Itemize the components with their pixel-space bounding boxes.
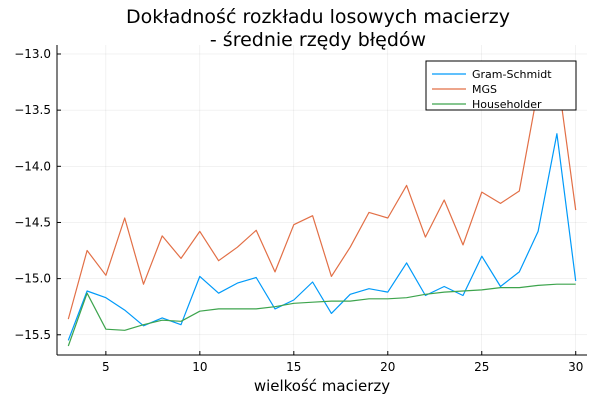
- y-tick-label: −14.0: [14, 159, 51, 173]
- legend-label: MGS: [472, 83, 497, 96]
- x-tick-label: 10: [192, 360, 207, 374]
- x-tick-label: 30: [568, 360, 583, 374]
- series-line-householder: [67, 283, 576, 347]
- tick-labels: 5 10 15 20 25 30 −15.5 −15.0 −14.5 −14.0 −13.5 −13.…: [14, 47, 583, 374]
- series-line-gram-schmidt: [67, 133, 577, 341]
- y-tick-label: −13.0: [14, 47, 51, 61]
- axes: [56, 45, 587, 356]
- series-line-mgs: [67, 70, 577, 320]
- legend-box: [425, 60, 577, 111]
- y-tick-label: −15.0: [14, 272, 51, 286]
- x-tick-label: 5: [102, 360, 110, 374]
- legend: Gram-Schmidt MGS Householder: [425, 60, 577, 111]
- x-tick-label: 20: [380, 360, 395, 374]
- y-tick-label: −15.5: [14, 328, 51, 342]
- y-tick-label: −13.5: [14, 103, 51, 117]
- x-tick-label: 15: [286, 360, 301, 374]
- legend-label: Householder: [472, 98, 542, 111]
- series-lines: [67, 70, 577, 347]
- chart-title-line-2: - średnie rzędy błędów: [210, 29, 426, 51]
- y-tick-label: −14.5: [14, 215, 51, 229]
- x-tick-label: 25: [474, 360, 489, 374]
- x-axis-label: wielkość macierzy: [254, 377, 390, 395]
- legend-label: Gram-Schmidt: [472, 68, 552, 81]
- chart-title-line-1: Dokładność rozkładu losowych macierzy: [126, 6, 510, 28]
